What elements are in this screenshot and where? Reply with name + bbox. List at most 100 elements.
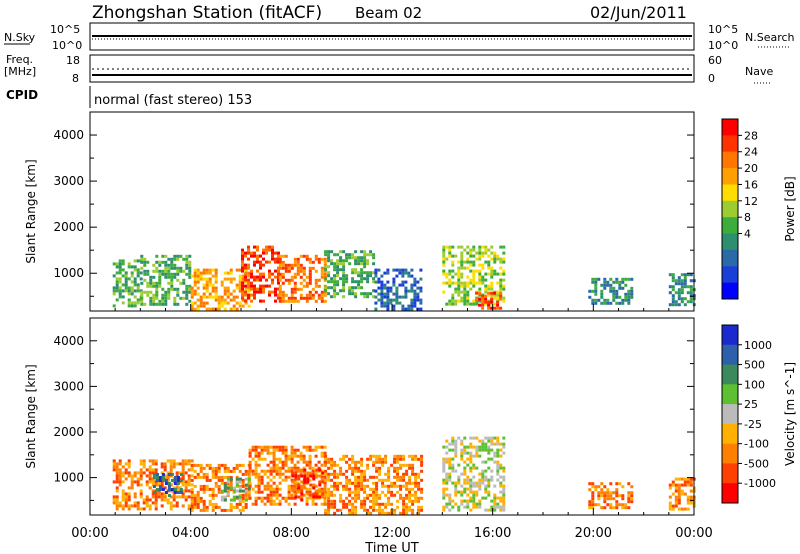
power-colorbar-segment: [722, 233, 738, 251]
velocity-echo-cell: [139, 495, 143, 499]
velocity-echo-cell: [278, 460, 282, 464]
velocity-echo-cell: [202, 505, 206, 509]
power-echo-cell: [683, 282, 687, 286]
power-echo-cell: [211, 274, 215, 278]
power-colorbar-label: 4: [744, 228, 751, 241]
power-echo-cell: [205, 268, 209, 272]
power-echo-cell: [158, 302, 162, 306]
velocity-echo-cell: [375, 469, 379, 473]
power-echo-cell: [360, 259, 364, 263]
power-echo-cell: [463, 299, 467, 303]
velocity-echo-cell: [393, 475, 397, 479]
power-echo-cell: [460, 260, 464, 264]
velocity-echo-cell: [378, 466, 382, 470]
power-echo-cell: [392, 304, 396, 308]
power-echo-cell: [481, 297, 485, 301]
velocity-echo-cell: [229, 469, 233, 473]
velocity-echo-cell: [469, 469, 473, 473]
velocity-echo-cell: [333, 511, 337, 515]
power-echo-cell: [410, 304, 414, 308]
power-echo-cell: [345, 259, 349, 263]
velocity-echo-cell: [327, 475, 331, 479]
power-echo-cell: [392, 298, 396, 302]
power-echo-cell: [360, 280, 364, 284]
power-echo-cell: [185, 296, 189, 300]
velocity-echo-cell: [157, 495, 161, 499]
power-echo-cell: [451, 254, 455, 258]
velocity-echo-cell: [124, 501, 128, 505]
velocity-echo-cell: [342, 457, 346, 461]
velocity-echo-cell: [181, 492, 185, 496]
power-echo-cell: [146, 293, 150, 297]
velocity-echo-cell: [327, 508, 331, 512]
velocity-echo-cell: [257, 457, 261, 461]
velocity-echo-cell: [502, 508, 506, 512]
power-echo-cell: [360, 256, 364, 260]
velocity-echo-cell: [238, 477, 242, 481]
power-echo-cell: [220, 301, 224, 305]
velocity-echo-cell: [172, 504, 176, 508]
velocity-echo-cell: [366, 484, 370, 488]
velocity-echo-cell: [148, 507, 152, 511]
velocity-echo-cell: [287, 475, 291, 479]
power-echo-cell: [484, 300, 488, 304]
velocity-echo-cell: [226, 480, 230, 484]
power-echo-cell: [155, 254, 159, 258]
power-echo-cell: [372, 253, 376, 257]
velocity-echo-cell: [127, 459, 131, 463]
power-echo-cell: [241, 248, 244, 252]
velocity-echo-cell: [333, 472, 337, 476]
velocity-echo-cell: [139, 507, 143, 511]
power-echo-cell: [146, 272, 150, 276]
power-echo-cell: [278, 299, 282, 303]
power-echo-cell: [478, 299, 482, 303]
velocity-echo-cell: [118, 504, 122, 508]
power-echo-cell: [671, 279, 675, 283]
velocity-echo-cell: [251, 472, 255, 476]
power-echo-cell: [475, 251, 479, 255]
power-echo-cell: [609, 283, 613, 287]
power-echo-cell: [469, 263, 473, 267]
power-echo-cell: [624, 283, 628, 287]
power-echo-cell: [689, 291, 693, 295]
velocity-echo-cell: [372, 502, 376, 506]
velocity-echo-cell: [454, 502, 458, 506]
power-echo-cell: [293, 275, 297, 279]
power-echo-cell: [208, 271, 212, 275]
power-echo-cell: [493, 254, 497, 258]
power-echo-cell: [229, 271, 233, 275]
velocity-echo-cell: [448, 478, 452, 482]
velocity-echo-cell: [248, 448, 252, 452]
power-echo-cell: [164, 299, 168, 303]
power-echo-cell: [167, 287, 171, 291]
velocity-echo-cell: [680, 483, 684, 487]
velocity-echo-cell: [442, 466, 446, 470]
velocity-echo-cell: [414, 475, 418, 479]
velocity-echo-cell: [345, 484, 349, 488]
power-echo-cell: [196, 277, 200, 281]
velocity-echo-cell: [683, 480, 687, 484]
velocity-echo-cell: [266, 451, 270, 455]
velocity-echo-cell: [345, 454, 349, 458]
velocity-echo-cell: [603, 500, 607, 504]
velocity-echo-cell: [158, 479, 162, 482]
velocity-echo-cell: [297, 495, 301, 499]
power-echo-cell: [265, 251, 268, 255]
velocity-echo-cell: [481, 445, 485, 449]
velocity-echo-cell: [333, 487, 337, 491]
power-echo-cell: [457, 299, 461, 303]
velocity-echo-cell: [399, 463, 403, 467]
velocity-echo-cell: [226, 492, 230, 496]
velocity-echo-cell: [496, 478, 500, 482]
velocity-echo-cell: [269, 472, 273, 476]
velocity-echo-cell: [408, 508, 412, 512]
power-echo-cell: [683, 276, 687, 280]
power-echo-cell: [493, 302, 497, 306]
velocity-echo-cell: [118, 462, 122, 466]
power-echo-cell: [630, 295, 634, 299]
velocity-echo-cell: [163, 495, 167, 499]
power-echo-cell: [244, 251, 247, 255]
velocity-echo-cell: [448, 460, 452, 464]
power-echo-cell: [351, 292, 355, 296]
power-echo-cell: [460, 299, 464, 303]
